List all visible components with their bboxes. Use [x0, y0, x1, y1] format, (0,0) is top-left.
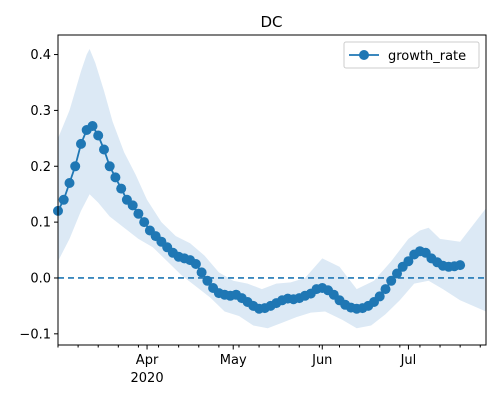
data-point [110, 172, 121, 183]
chart-title: DC [260, 13, 282, 31]
axes-layer: −0.1 0.0 0.1 0.2 0.3 0.4 Apr 2020 May Jun Jul [19, 48, 481, 386]
legend-entry-growth-rate: growth_rate [388, 49, 466, 64]
data-point [403, 256, 414, 267]
data-point [392, 268, 402, 279]
data-point [374, 291, 385, 302]
y-tick-label: 0.4 [30, 48, 51, 63]
confidence-band [58, 49, 486, 329]
data-point [116, 183, 127, 194]
data-point [455, 260, 466, 271]
data-point [127, 200, 138, 211]
data-point [190, 259, 201, 269]
y-tick-label: −0.1 [19, 327, 51, 342]
x-tick-label: Jul [400, 353, 417, 368]
data-point [104, 161, 115, 172]
data-point [196, 267, 207, 278]
data-point [99, 144, 109, 155]
data-point [58, 194, 69, 205]
legend-box [343, 41, 480, 69]
plot-frame [57, 34, 487, 346]
legend: growth_rate [343, 41, 480, 69]
data-point [70, 161, 81, 172]
data-point [87, 121, 98, 131]
x-tick-sublabel: 2020 [131, 371, 164, 386]
y-tick-label: 0.3 [30, 104, 51, 119]
x-tick-label: May [220, 353, 247, 368]
data-point [133, 208, 144, 219]
x-tick-label: Jun [311, 353, 332, 368]
data-point [139, 217, 150, 228]
data-point [380, 284, 391, 295]
legend-marker-swatch [359, 50, 369, 60]
data-point [64, 178, 75, 188]
x-tick-label: Apr [136, 353, 159, 368]
data-point [202, 275, 213, 286]
data-point [76, 138, 86, 149]
y-tick-label: 0.2 [30, 160, 51, 175]
series-layer [53, 121, 466, 314]
data-point [386, 275, 397, 286]
y-tick-label: 0.1 [30, 216, 51, 231]
data-point [93, 130, 104, 141]
y-tick-label: 0.0 [30, 271, 51, 286]
confidence-band-layer [58, 49, 486, 329]
